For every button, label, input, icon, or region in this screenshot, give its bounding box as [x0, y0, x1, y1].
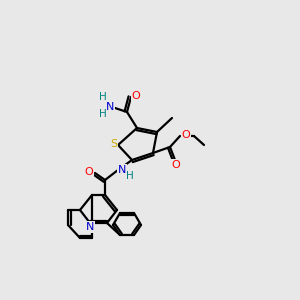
Text: O: O — [132, 91, 140, 101]
Text: N: N — [86, 222, 94, 232]
Text: H: H — [126, 171, 134, 181]
Text: H: H — [99, 92, 107, 102]
Text: O: O — [85, 167, 93, 177]
Text: N: N — [106, 102, 114, 112]
Text: S: S — [110, 139, 118, 149]
Text: O: O — [182, 130, 190, 140]
Text: H: H — [99, 109, 107, 119]
Text: O: O — [172, 160, 180, 170]
Text: N: N — [118, 165, 126, 175]
